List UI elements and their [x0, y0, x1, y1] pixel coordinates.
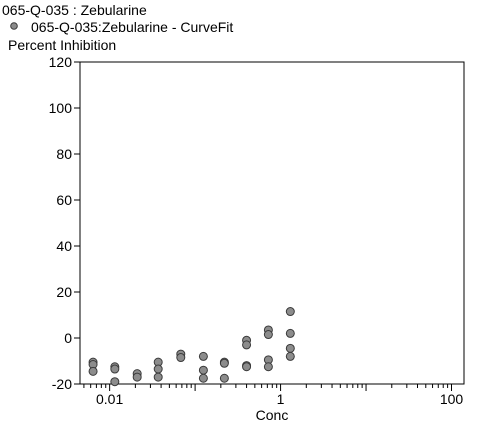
y-tick-label: 100	[49, 100, 73, 116]
data-point	[153, 364, 163, 374]
y-tick-label: 60	[56, 192, 72, 208]
legend-entry-label: 065-Q-035:Zebularine - CurveFit	[31, 19, 234, 35]
data-point	[285, 328, 295, 338]
data-point	[242, 362, 252, 372]
data-point	[263, 330, 273, 340]
y-axis-ticks: -20 0 20 40 60 80 100 120	[49, 54, 80, 392]
y-tick-label: 20	[56, 284, 72, 300]
data-points	[88, 307, 295, 387]
data-point	[176, 353, 186, 363]
data-point	[110, 364, 120, 374]
y-tick-label: 80	[56, 146, 72, 162]
y-tick-label: -20	[52, 376, 72, 392]
y-axis-label: Percent Inhibition	[8, 37, 117, 53]
data-point	[285, 343, 295, 353]
data-point	[153, 372, 163, 382]
y-tick-label: 40	[56, 238, 72, 254]
data-point	[242, 340, 252, 350]
x-axis-ticks: 0.01 1 100	[83, 384, 464, 407]
data-point	[110, 377, 120, 387]
data-point	[285, 351, 295, 361]
legend-marker-circle	[10, 22, 18, 30]
y-tick-label: 0	[64, 330, 72, 346]
y-tick-label: 120	[49, 54, 73, 70]
x-tick-label: 100	[440, 391, 464, 407]
data-point	[198, 365, 208, 375]
data-point	[219, 373, 229, 383]
data-point	[263, 362, 273, 372]
legend-marker-circle-icon	[10, 22, 18, 30]
x-tick-label: 1	[277, 391, 285, 407]
chart-title: 065-Q-035 : Zebularine	[2, 2, 147, 18]
data-point	[219, 358, 229, 368]
data-point	[285, 307, 295, 317]
x-axis-label: Conc	[256, 407, 289, 421]
data-point	[198, 373, 208, 383]
x-tick-label: 0.01	[96, 391, 123, 407]
data-point	[198, 351, 208, 361]
data-point	[88, 366, 98, 376]
data-point	[132, 372, 142, 382]
